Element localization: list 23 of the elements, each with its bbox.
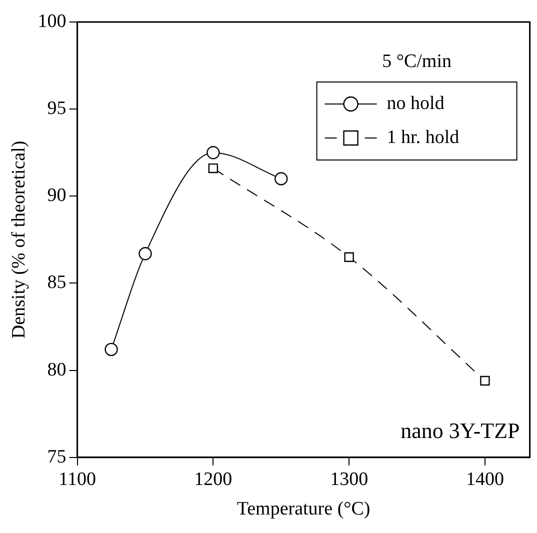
legend-label: no hold bbox=[386, 92, 445, 114]
y-tick-label: 90 bbox=[47, 185, 66, 206]
y-tick-label: 85 bbox=[47, 272, 66, 294]
y-tick-label: 100 bbox=[38, 10, 66, 32]
x-tick-label: 1100 bbox=[58, 468, 96, 490]
legend-label: 1 hr. hold bbox=[386, 126, 460, 148]
point bbox=[138, 247, 152, 260]
x-tick-label: 1400 bbox=[466, 468, 504, 490]
point bbox=[344, 252, 354, 262]
point bbox=[104, 342, 118, 356]
x-axis-title: Temperature (°C) bbox=[236, 498, 370, 520]
y-tick-label: 80 bbox=[47, 359, 66, 380]
point bbox=[206, 146, 220, 160]
y-axis-title: Density (% of theoretical) bbox=[8, 140, 30, 339]
point bbox=[208, 163, 218, 174]
y-tick-label: 75 bbox=[47, 446, 66, 468]
y-tick-label: 95 bbox=[47, 98, 66, 120]
annotation: nano 3Y-TZP bbox=[400, 418, 520, 444]
point bbox=[274, 172, 288, 186]
x-tick-label: 1200 bbox=[194, 468, 232, 490]
x-tick-label: 1300 bbox=[330, 468, 368, 490]
point bbox=[480, 376, 490, 386]
legend-title: 5 °C/min bbox=[382, 50, 452, 72]
